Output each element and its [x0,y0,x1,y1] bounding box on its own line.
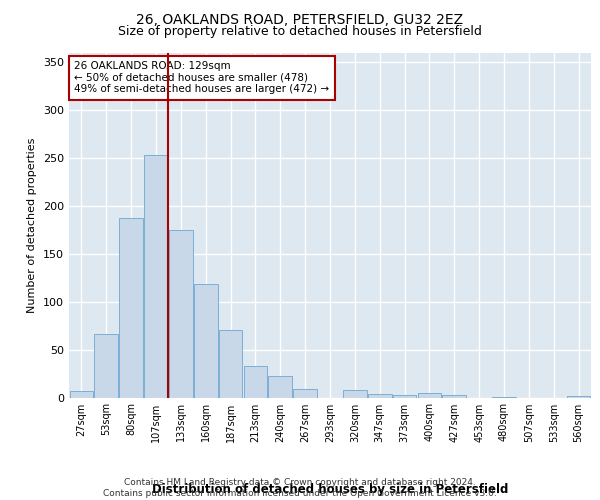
Text: 26 OAKLANDS ROAD: 129sqm
← 50% of detached houses are smaller (478)
49% of semi-: 26 OAKLANDS ROAD: 129sqm ← 50% of detach… [74,61,329,94]
Text: Size of property relative to detached houses in Petersfield: Size of property relative to detached ho… [118,25,482,38]
X-axis label: Distribution of detached houses by size in Petersfield: Distribution of detached houses by size … [152,484,508,496]
Bar [219,330,242,398]
Bar [144,155,168,398]
Bar [94,334,118,398]
Text: 26, OAKLANDS ROAD, PETERSFIELD, GU32 2EZ: 26, OAKLANDS ROAD, PETERSFIELD, GU32 2EZ [136,12,464,26]
Bar [393,394,416,398]
Bar [343,390,367,398]
Y-axis label: Number of detached properties: Number of detached properties [28,138,37,312]
Bar [169,230,193,398]
Bar [244,366,267,398]
Bar [567,396,590,398]
Bar [194,284,218,398]
Bar [492,396,516,398]
Bar [70,391,93,398]
Bar [119,218,143,398]
Text: Contains HM Land Registry data © Crown copyright and database right 2024.
Contai: Contains HM Land Registry data © Crown c… [103,478,497,498]
Bar [442,394,466,398]
Bar [293,389,317,398]
Bar [368,394,392,398]
Bar [418,392,441,398]
Bar [268,376,292,398]
